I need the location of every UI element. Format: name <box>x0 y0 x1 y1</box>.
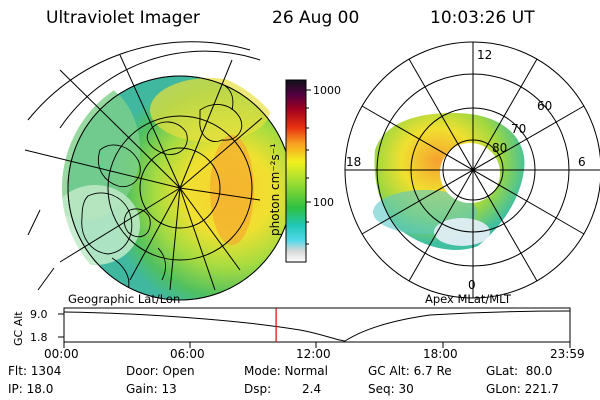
mlt-6-label: 6 <box>578 155 586 169</box>
sequence-number: Seq: 30 <box>368 382 414 396</box>
instrument-title: Ultraviolet Imager <box>46 8 200 28</box>
mode-value: Mode: Normal <box>244 364 328 378</box>
altitude-y-bottom: 1.8 <box>30 331 48 344</box>
mlat-60-label: 60 <box>537 99 552 113</box>
x-tick-1800: 18:00 <box>423 347 458 361</box>
gc-altitude: GC Alt: 6.7 Re <box>368 364 452 378</box>
left-map-caption: Geographic Lat/Lon <box>68 292 180 306</box>
altitude-curve <box>63 310 571 342</box>
mlat-70-label: 70 <box>511 122 526 136</box>
time-label: 10:03:26 UT <box>430 8 535 28</box>
altitude-plot-frame <box>63 307 571 343</box>
mlat-80-label: 80 <box>492 141 507 155</box>
mlt-12-label: 12 <box>477 48 492 62</box>
geo-longitude: GLon: 221.7 <box>486 382 559 396</box>
gain-value: Gain: 13 <box>126 382 177 396</box>
x-tick-2359: 23:59 <box>550 347 585 361</box>
right-map-caption: Apex MLat/MLT <box>425 292 512 306</box>
geo-latitude: GLat: 80.0 <box>486 364 553 378</box>
colorbar: 1000 100 photon cm⁻²s⁻¹ <box>268 79 341 263</box>
colorbar-unit-label: photon cm⁻²s⁻¹ <box>268 143 282 236</box>
dsp-label: Dsp: <box>244 382 272 396</box>
colorbar-gradient <box>285 79 307 263</box>
x-tick-0600: 06:00 <box>170 347 205 361</box>
mlt-18-label: 18 <box>346 155 361 169</box>
colorbar-tick-1000: 1000 <box>313 84 341 97</box>
geographic-map <box>24 41 293 301</box>
door-status: Door: Open <box>126 364 195 378</box>
ip-value: IP: 18.0 <box>8 382 54 396</box>
dsp-value: 2.4 <box>302 382 322 396</box>
apex-map <box>344 41 600 299</box>
date-label: 26 Aug 00 <box>272 8 360 28</box>
altitude-axis-label: GC Alt <box>12 311 25 346</box>
altitude-y-top: 9.0 <box>30 308 48 321</box>
colorbar-tick-100: 100 <box>313 196 334 209</box>
altitude-plot <box>58 307 571 348</box>
mlt-0-label: 0 <box>468 278 476 292</box>
x-tick-0000: 00:00 <box>44 347 79 361</box>
flight-number: Flt: 1304 <box>8 364 62 378</box>
x-tick-1200: 12:00 <box>296 347 331 361</box>
